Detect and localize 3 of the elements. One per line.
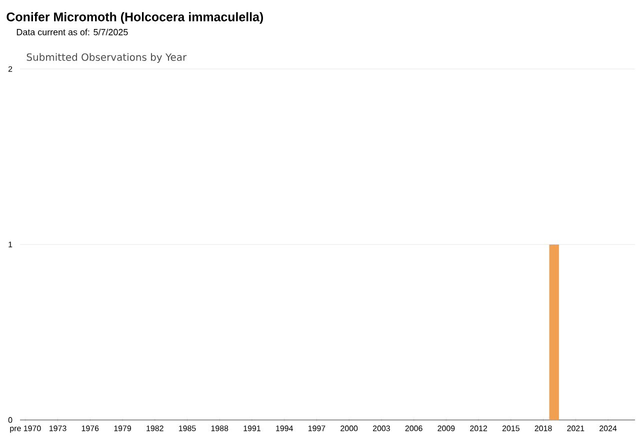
text: Submitted Observations by Year (26, 53, 187, 63)
chart-subtitle: Data current as of: 5/7/2025 (16, 28, 128, 36)
chart-title: Conifer Micromoth (Holcocera immaculella) (6, 12, 263, 24)
